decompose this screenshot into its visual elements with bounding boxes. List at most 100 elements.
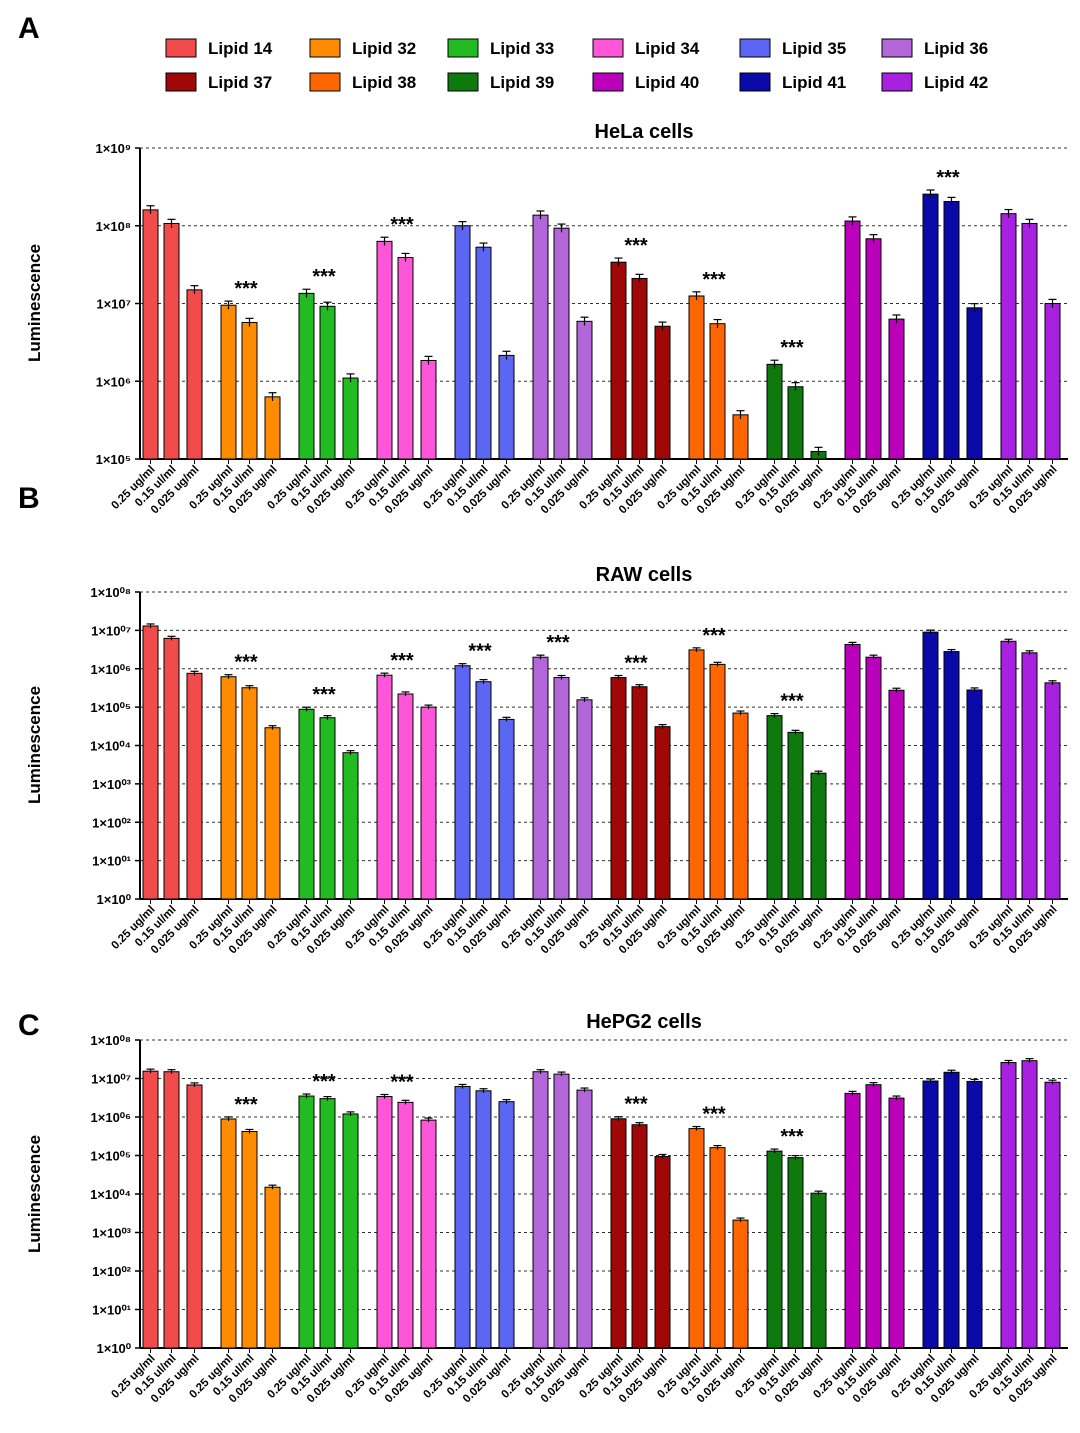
bar [688, 295, 705, 460]
bar [220, 1118, 237, 1349]
significance-stars: *** [780, 337, 804, 359]
bar [553, 1073, 570, 1349]
bar [241, 321, 258, 460]
bar [654, 325, 671, 460]
legend-item: Lipid 33 [447, 38, 554, 58]
bar [186, 672, 203, 900]
bar [498, 354, 515, 460]
legend-swatch [447, 38, 479, 58]
significance-stars: *** [312, 266, 336, 288]
legend-item: Lipid 32 [309, 38, 416, 58]
bar [732, 1219, 749, 1349]
bar [966, 689, 983, 900]
y-tick-label: 1×10⁰⁴ [90, 739, 131, 754]
bar [966, 307, 983, 460]
legend-item: Lipid 38 [309, 72, 416, 92]
bar [220, 304, 237, 460]
legend-label: Lipid 37 [208, 73, 272, 92]
bar [943, 1071, 960, 1349]
bar [787, 1157, 804, 1349]
bar [186, 289, 203, 460]
legend-item: Lipid 42 [881, 72, 988, 92]
bar [475, 246, 492, 460]
legend-swatch [881, 38, 913, 58]
legend-item: Lipid 39 [447, 72, 554, 92]
bar [163, 637, 180, 900]
bar [298, 708, 315, 900]
legend-item: Lipid 14 [165, 38, 273, 58]
bar [610, 1118, 627, 1349]
bar [1000, 1062, 1017, 1349]
y-tick-label: 1×10⁰ [97, 1341, 132, 1356]
bar [766, 363, 783, 460]
bar [943, 201, 960, 460]
bar [498, 1101, 515, 1349]
chart-title: HePG2 cells [586, 1011, 702, 1033]
bar [576, 320, 593, 460]
chart-title: HeLa cells [595, 121, 694, 143]
bar [1000, 213, 1017, 460]
bar [532, 214, 549, 460]
y-tick-label: 1×10⁰² [92, 815, 131, 830]
bar [454, 665, 471, 900]
y-tick-label: 1×10⁰⁷ [91, 623, 131, 638]
legend-item: Lipid 34 [592, 38, 700, 58]
bar [766, 715, 783, 900]
bar [298, 292, 315, 460]
bar [241, 1131, 258, 1349]
chart-panel: B RAW cells Luminescence 1×10⁰ 1×10⁰¹ 1×10⁰² 1… [18, 482, 1068, 956]
bar [298, 1095, 315, 1349]
y-tick-label: 1×10⁰⁴ [90, 1187, 131, 1202]
y-axis-label: Luminescence [25, 1135, 44, 1253]
y-tick-label: 1×10⁰³ [92, 1226, 131, 1241]
bar [142, 209, 159, 460]
bar [943, 651, 960, 900]
significance-stars: *** [390, 1071, 414, 1093]
y-tick-label: 1×10⁵ [96, 452, 131, 467]
bar [342, 377, 359, 460]
y-tick-label: 1×10⁰⁸ [90, 585, 131, 600]
legend-label: Lipid 38 [352, 73, 416, 92]
bar [420, 359, 437, 460]
significance-stars: *** [234, 1094, 258, 1116]
bar [532, 656, 549, 900]
bar [376, 1096, 393, 1349]
legend-swatch [309, 38, 341, 58]
bar [319, 1098, 336, 1349]
legend-item: Lipid 37 [165, 72, 272, 92]
panel-letter: C [18, 1009, 40, 1042]
chart-title: RAW cells [596, 564, 693, 586]
bar [1021, 222, 1038, 460]
bar [1044, 1081, 1061, 1349]
y-axis-label: Luminescence [25, 244, 44, 362]
bar [610, 677, 627, 900]
bar [163, 1071, 180, 1349]
bar [397, 693, 414, 900]
bar [732, 712, 749, 900]
bar [220, 676, 237, 900]
y-tick-label: 1×10⁰⁶ [91, 662, 131, 677]
legend-label: Lipid 34 [635, 39, 700, 58]
legend-label: Lipid 36 [924, 39, 988, 58]
legend-swatch [592, 72, 624, 92]
legend-swatch [739, 72, 771, 92]
panels: A HeLa cells Luminescence 1×10⁵ 1×10⁶ 1×10⁷ 1×… [18, 12, 1068, 1405]
bar [420, 706, 437, 900]
legend-swatch [739, 38, 771, 58]
bar [888, 689, 905, 900]
bar [787, 731, 804, 900]
legend-swatch [309, 72, 341, 92]
significance-stars: *** [702, 625, 726, 647]
y-tick-label: 1×10⁷ [96, 297, 131, 312]
bar [163, 222, 180, 460]
legend-swatch [447, 72, 479, 92]
bar [844, 643, 861, 900]
bar [376, 240, 393, 460]
bar [142, 625, 159, 900]
bar [709, 323, 726, 460]
bar [1021, 1060, 1038, 1349]
bar [1044, 303, 1061, 460]
bar [865, 656, 882, 900]
legend-label: Lipid 39 [490, 73, 554, 92]
